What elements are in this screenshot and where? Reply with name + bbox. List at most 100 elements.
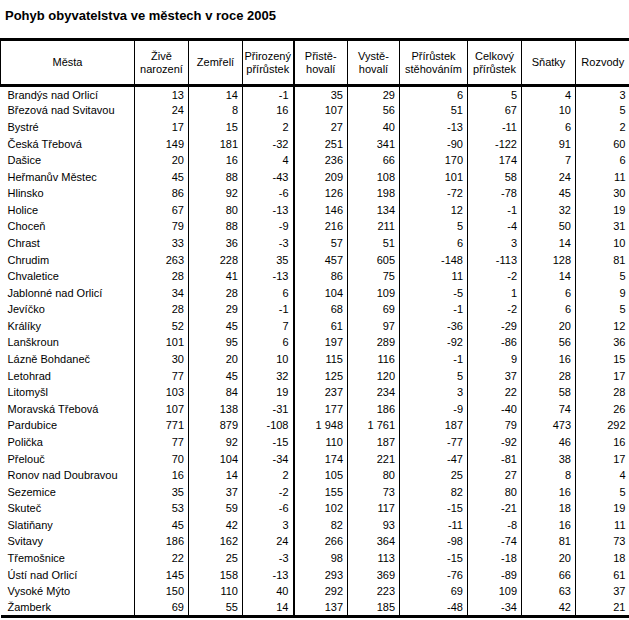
value-cell: 20: [189, 351, 243, 368]
value-cell: 88: [189, 218, 243, 235]
value-cell: -76: [400, 566, 468, 583]
city-name-cell: Vysoké Mýto: [1, 583, 135, 600]
city-name-cell: Česká Třebová: [1, 135, 135, 152]
value-cell: 45: [189, 318, 243, 335]
value-cell: 91: [522, 135, 576, 152]
value-cell: 61: [576, 566, 629, 583]
value-cell: 187: [348, 434, 400, 451]
value-cell: 228: [189, 251, 243, 268]
value-cell: 12: [400, 202, 468, 219]
table-row: Lanškroun101956197289-92-865636: [1, 334, 629, 351]
value-cell: 59: [189, 500, 243, 517]
value-cell: 37: [189, 483, 243, 500]
value-cell: 30: [135, 351, 189, 368]
table-row: Chrudim26322835457605-148-11312881: [1, 251, 629, 268]
city-name-cell: Chrast: [1, 235, 135, 252]
value-cell: 120: [348, 367, 400, 384]
table-row: Brandýs nad Orlicí1314-135296543: [1, 86, 629, 103]
value-cell: 101: [400, 168, 468, 185]
value-cell: 14: [243, 599, 294, 616]
city-name-cell: Dašice: [1, 152, 135, 169]
table-row: Pardubice771879-1081 9481 76118779473292: [1, 417, 629, 434]
value-cell: 221: [348, 450, 400, 467]
value-cell: 9: [468, 351, 522, 368]
value-cell: -113: [468, 251, 522, 268]
value-cell: -13: [400, 119, 468, 136]
value-cell: 2: [243, 467, 294, 484]
table-body: Brandýs nad Orlicí1314-135296543Březová …: [1, 86, 629, 617]
value-cell: -1: [400, 301, 468, 318]
value-cell: 20: [135, 152, 189, 169]
value-cell: 209: [294, 168, 348, 185]
value-cell: 66: [522, 566, 576, 583]
city-name-cell: Pardubice: [1, 417, 135, 434]
value-cell: -29: [468, 318, 522, 335]
city-name-cell: Ronov nad Doubravou: [1, 467, 135, 484]
value-cell: 146: [294, 202, 348, 219]
value-cell: 101: [135, 334, 189, 351]
table-row: Dašice201642366617017476: [1, 152, 629, 169]
value-cell: 31: [576, 218, 629, 235]
value-cell: 107: [135, 400, 189, 417]
value-cell: 18: [522, 500, 576, 517]
value-cell: -2: [468, 301, 522, 318]
value-cell: 82: [294, 517, 348, 534]
value-cell: 5: [400, 367, 468, 384]
value-cell: 18: [576, 550, 629, 567]
value-cell: 70: [135, 450, 189, 467]
value-cell: 29: [348, 86, 400, 103]
value-cell: 5: [576, 301, 629, 318]
value-cell: 45: [189, 367, 243, 384]
value-cell: 19: [576, 500, 629, 517]
value-cell: 198: [348, 185, 400, 202]
value-cell: -13: [243, 566, 294, 583]
city-name-cell: Chvaletice: [1, 268, 135, 285]
city-name-cell: Heřmanův Městec: [1, 168, 135, 185]
value-cell: 50: [522, 218, 576, 235]
value-cell: 108: [348, 168, 400, 185]
value-cell: 174: [294, 450, 348, 467]
value-cell: 19: [576, 202, 629, 219]
table-row: Žamberk695514137185-48-344221: [1, 599, 629, 616]
value-cell: 2: [576, 119, 629, 136]
value-cell: 14: [189, 86, 243, 103]
city-name-cell: Ústí nad Orlicí: [1, 566, 135, 583]
city-name-cell: Holice: [1, 202, 135, 219]
value-cell: 19: [243, 384, 294, 401]
page-title: Pohyb obyvatelstva ve městech v roce 200…: [0, 0, 629, 38]
value-cell: 4: [243, 152, 294, 169]
value-cell: 236: [294, 152, 348, 169]
value-cell: 223: [348, 583, 400, 600]
value-cell: -11: [400, 517, 468, 534]
value-cell: 75: [348, 268, 400, 285]
value-cell: -6: [243, 500, 294, 517]
column-header: Sňatky: [522, 40, 576, 86]
value-cell: 11: [400, 268, 468, 285]
value-cell: 292: [294, 583, 348, 600]
table-row: Ústí nad Orlicí145158-13293369-76-896661: [1, 566, 629, 583]
value-cell: 92: [189, 434, 243, 451]
value-cell: 51: [348, 235, 400, 252]
value-cell: 103: [135, 384, 189, 401]
value-cell: 1 761: [348, 417, 400, 434]
value-cell: 341: [348, 135, 400, 152]
value-cell: 11: [576, 168, 629, 185]
value-cell: -122: [468, 135, 522, 152]
value-cell: 7: [522, 152, 576, 169]
value-cell: 26: [576, 400, 629, 417]
value-cell: 28: [135, 301, 189, 318]
value-cell: 289: [348, 334, 400, 351]
value-cell: 56: [348, 102, 400, 119]
table-row: Králíky524576197-36-292012: [1, 318, 629, 335]
value-cell: 177: [294, 400, 348, 417]
value-cell: 6: [576, 152, 629, 169]
value-cell: 251: [294, 135, 348, 152]
value-cell: 605: [348, 251, 400, 268]
value-cell: 69: [135, 599, 189, 616]
table-row: Lázně Bohdaneč302010115116-191615: [1, 351, 629, 368]
value-cell: 20: [522, 318, 576, 335]
value-cell: 5: [576, 102, 629, 119]
value-cell: 110: [189, 583, 243, 600]
value-cell: 36: [576, 334, 629, 351]
value-cell: 9: [576, 284, 629, 301]
